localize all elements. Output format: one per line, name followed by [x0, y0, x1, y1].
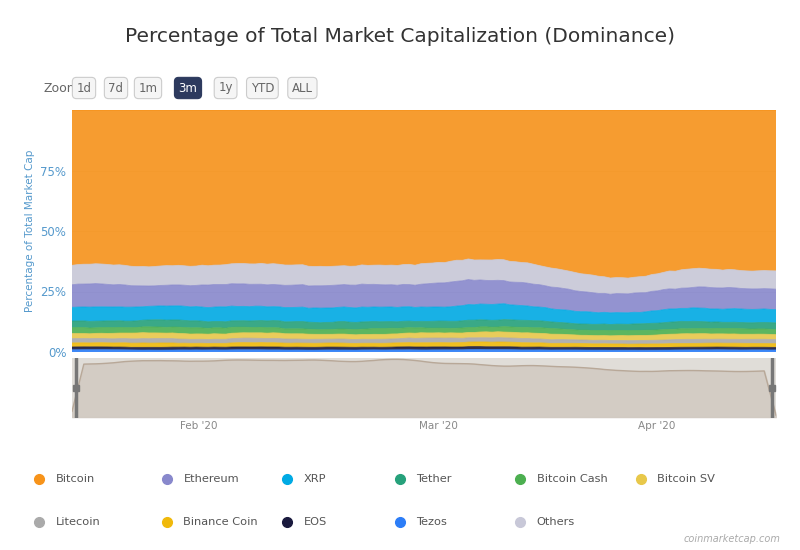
Text: 7d: 7d — [109, 81, 123, 95]
Text: 1d: 1d — [77, 81, 91, 95]
Text: Tezos: Tezos — [417, 518, 447, 527]
Text: Binance Coin: Binance Coin — [183, 518, 258, 527]
Text: XRP: XRP — [304, 474, 326, 483]
Text: Others: Others — [537, 518, 575, 527]
Text: EOS: EOS — [304, 518, 327, 527]
Text: Zoom: Zoom — [44, 81, 80, 95]
Text: Percentage of Total Market Capitalization (Dominance): Percentage of Total Market Capitalizatio… — [125, 27, 675, 46]
Y-axis label: Percentage of Total Market Cap: Percentage of Total Market Cap — [25, 150, 35, 312]
Text: 1y: 1y — [218, 81, 233, 95]
Text: coinmarketcap.com: coinmarketcap.com — [683, 535, 780, 544]
Text: YTD: YTD — [250, 81, 274, 95]
Text: 1m: 1m — [138, 81, 158, 95]
Text: Tether: Tether — [417, 474, 452, 483]
Text: ALL: ALL — [292, 81, 313, 95]
Text: Bitcoin Cash: Bitcoin Cash — [537, 474, 608, 483]
Text: Litecoin: Litecoin — [55, 518, 100, 527]
Text: Bitcoin: Bitcoin — [55, 474, 95, 483]
Text: Ethereum: Ethereum — [183, 474, 239, 483]
Text: 3m: 3m — [178, 81, 198, 95]
Text: Bitcoin SV: Bitcoin SV — [657, 474, 715, 483]
